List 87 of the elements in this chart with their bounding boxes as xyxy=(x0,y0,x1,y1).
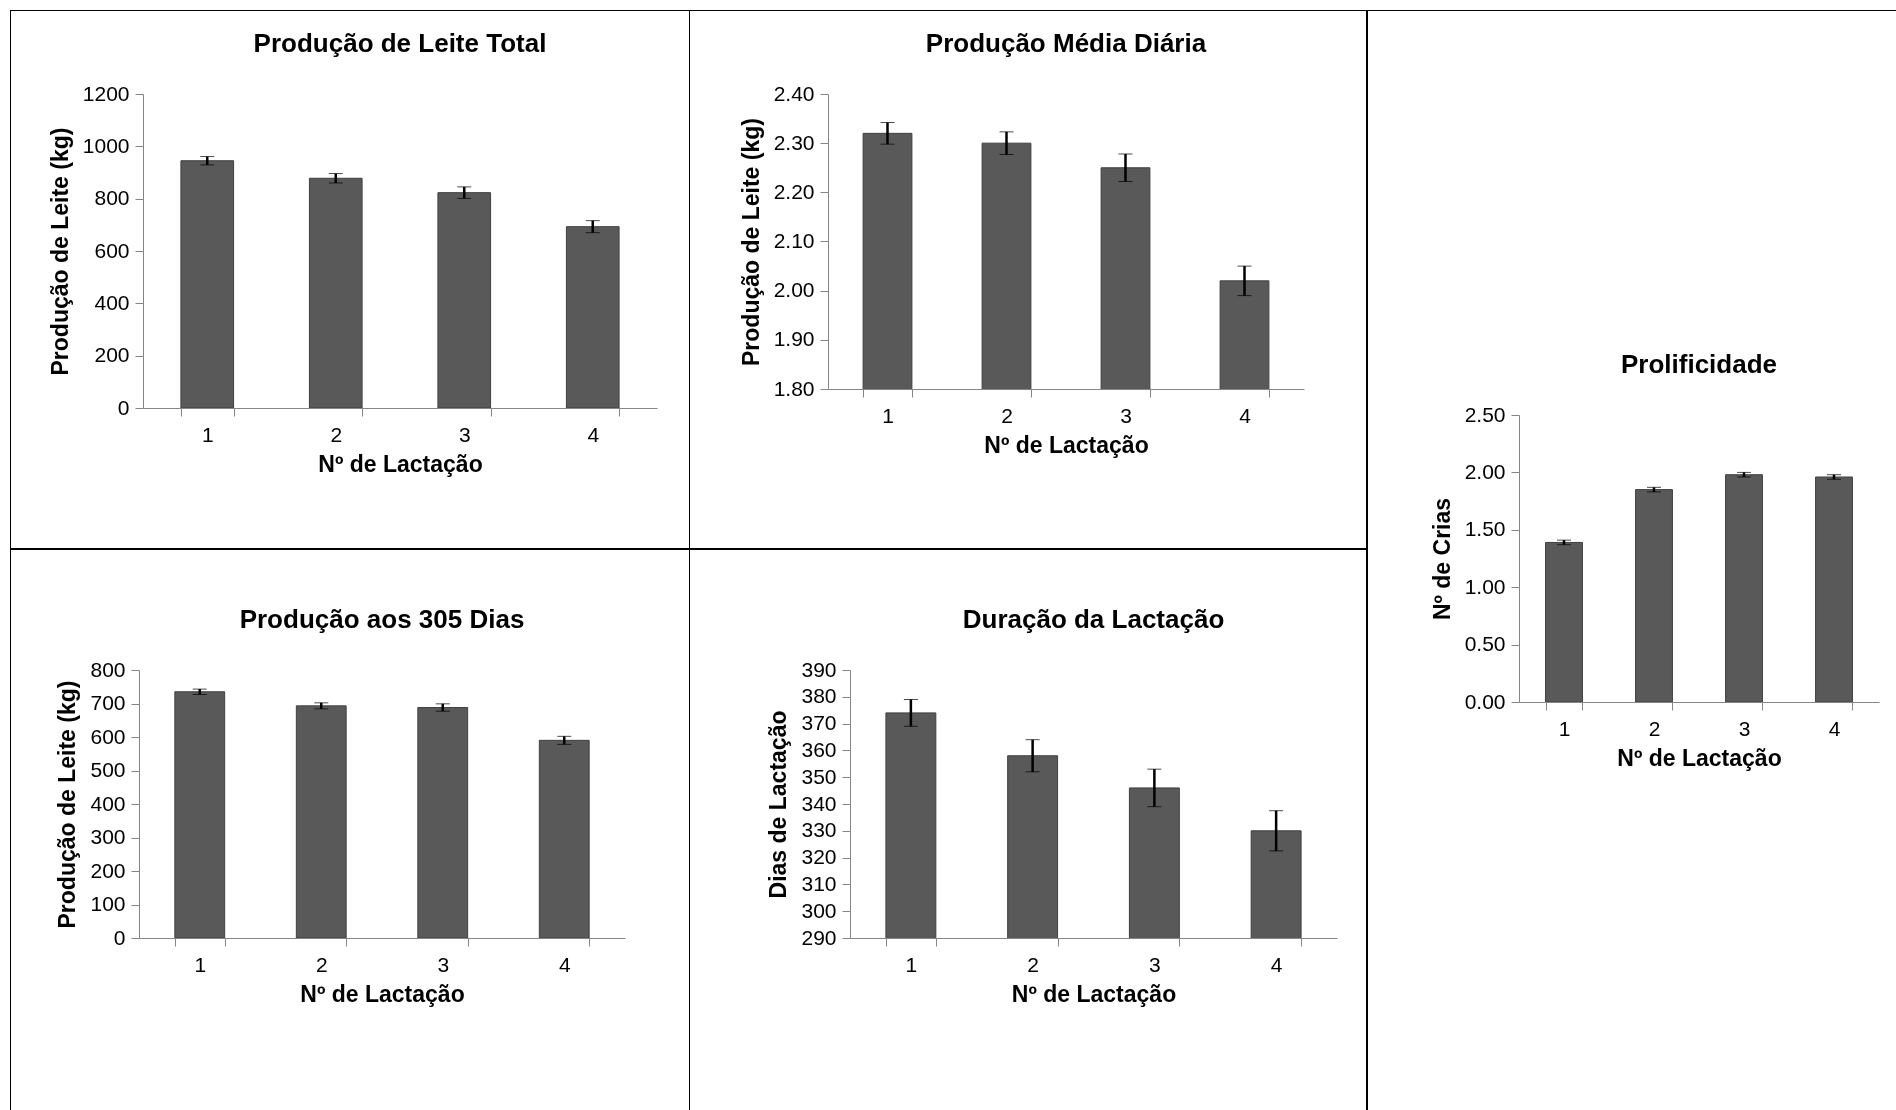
y-axis-title: Produção de Leite (kg) xyxy=(737,118,764,366)
x-tick-label: 3 xyxy=(458,422,471,446)
y-tick-label: 0.50 xyxy=(1464,632,1506,656)
y-tick-label: 600 xyxy=(94,238,130,262)
chart-title: Produção de Leite Total xyxy=(253,28,547,58)
bar xyxy=(308,177,363,408)
y-axis-title: Produção de Leite (kg) xyxy=(54,680,81,929)
y-tick-label: 1.80 xyxy=(773,376,815,400)
y-tick-label: 1000 xyxy=(82,133,130,157)
y-tick-label: 370 xyxy=(801,711,837,735)
x-tick-label: 1 xyxy=(1558,716,1571,740)
y-tick-label: 1.90 xyxy=(773,327,815,351)
bar xyxy=(1725,474,1763,702)
y-tick-label: 2.00 xyxy=(773,278,815,302)
y-tick-label: 200 xyxy=(94,343,130,367)
y-tick-label: 340 xyxy=(801,791,837,815)
y-tick-label: 310 xyxy=(801,871,837,895)
bar xyxy=(1815,476,1853,702)
bar xyxy=(1545,541,1583,702)
y-tick-label: 800 xyxy=(90,657,126,681)
x-tick-label: 2 xyxy=(315,952,328,976)
y-tick-label: 0 xyxy=(113,925,126,949)
y-tick-label: 330 xyxy=(801,818,837,842)
x-tick-label: 2 xyxy=(330,422,343,446)
chart-title: Produção Média Diária xyxy=(925,28,1207,58)
y-tick-label: 1.00 xyxy=(1464,574,1506,598)
y-axis-title: Nº de Crias xyxy=(1428,497,1455,621)
y-tick-label: 0 xyxy=(117,395,130,419)
bar xyxy=(1635,489,1673,702)
y-axis-title: Dias de Lactação xyxy=(765,710,792,899)
chart-title: Duração da Lactação xyxy=(962,604,1225,634)
y-axis-title: Produção de Leite (kg) xyxy=(46,127,73,376)
y-tick-label: 100 xyxy=(90,892,126,915)
y-tick-label: 300 xyxy=(801,898,837,922)
y-tick-label: 2.10 xyxy=(773,229,815,252)
bar xyxy=(295,705,347,938)
y-tick-label: 320 xyxy=(801,845,837,869)
y-tick-label: 200 xyxy=(90,858,126,882)
y-tick-label: 700 xyxy=(90,691,126,714)
y-tick-label: 1200 xyxy=(82,81,130,105)
chart-title: Produção aos 305 Dias xyxy=(239,604,525,634)
y-tick-label: 290 xyxy=(801,925,837,949)
x-axis-title: Nº de Lactação xyxy=(318,450,483,477)
y-tick-label: 2.20 xyxy=(773,179,815,203)
bar xyxy=(180,160,235,408)
x-tick-label: 4 xyxy=(558,952,571,976)
x-axis-title: Nº de Lactação xyxy=(300,980,465,1007)
y-tick-label: 2.50 xyxy=(1464,402,1506,426)
x-tick-label: 2 xyxy=(1648,716,1661,740)
y-tick-label: 2.30 xyxy=(773,130,815,154)
x-tick-label: 3 xyxy=(1149,952,1161,976)
bar xyxy=(565,226,620,408)
y-tick-label: 2.00 xyxy=(1464,459,1506,483)
y-tick-label: 0.00 xyxy=(1464,689,1506,713)
x-tick-label: 1 xyxy=(194,952,207,976)
x-tick-label: 3 xyxy=(1738,716,1751,740)
bar xyxy=(437,192,492,408)
y-tick-label: 350 xyxy=(801,764,837,788)
x-tick-label: 3 xyxy=(437,952,450,976)
x-axis-title: Nº de Lactação xyxy=(1617,744,1782,771)
x-tick-label: 4 xyxy=(1270,952,1283,976)
y-tick-label: 380 xyxy=(801,684,837,708)
y-tick-label: 1.50 xyxy=(1464,517,1506,541)
x-tick-label: 1 xyxy=(201,422,214,446)
bar xyxy=(538,739,590,938)
y-tick-label: 400 xyxy=(90,791,126,815)
y-tick-label: 300 xyxy=(90,825,126,848)
y-tick-label: 800 xyxy=(94,186,130,210)
x-tick-label: 2 xyxy=(1027,952,1039,976)
y-tick-label: 600 xyxy=(90,724,126,748)
x-tick-label: 1 xyxy=(882,403,894,427)
bar xyxy=(174,691,226,938)
x-tick-label: 4 xyxy=(587,422,600,446)
x-tick-label: 4 xyxy=(1828,716,1841,740)
x-tick-label: 4 xyxy=(1239,403,1252,427)
y-tick-label: 390 xyxy=(801,657,837,681)
y-tick-label: 360 xyxy=(801,737,837,761)
x-tick-label: 3 xyxy=(1120,403,1132,427)
x-tick-label: 2 xyxy=(1001,403,1013,427)
bar xyxy=(417,707,469,938)
x-tick-label: 1 xyxy=(905,952,918,976)
x-axis-title: Nº de Lactação xyxy=(984,431,1149,458)
chart-title: Prolificidade xyxy=(1620,349,1778,379)
y-tick-label: 400 xyxy=(94,290,130,314)
y-tick-label: 500 xyxy=(90,758,126,781)
y-tick-label: 2.40 xyxy=(773,81,815,105)
x-axis-title: Nº de Lactação xyxy=(1011,980,1177,1007)
